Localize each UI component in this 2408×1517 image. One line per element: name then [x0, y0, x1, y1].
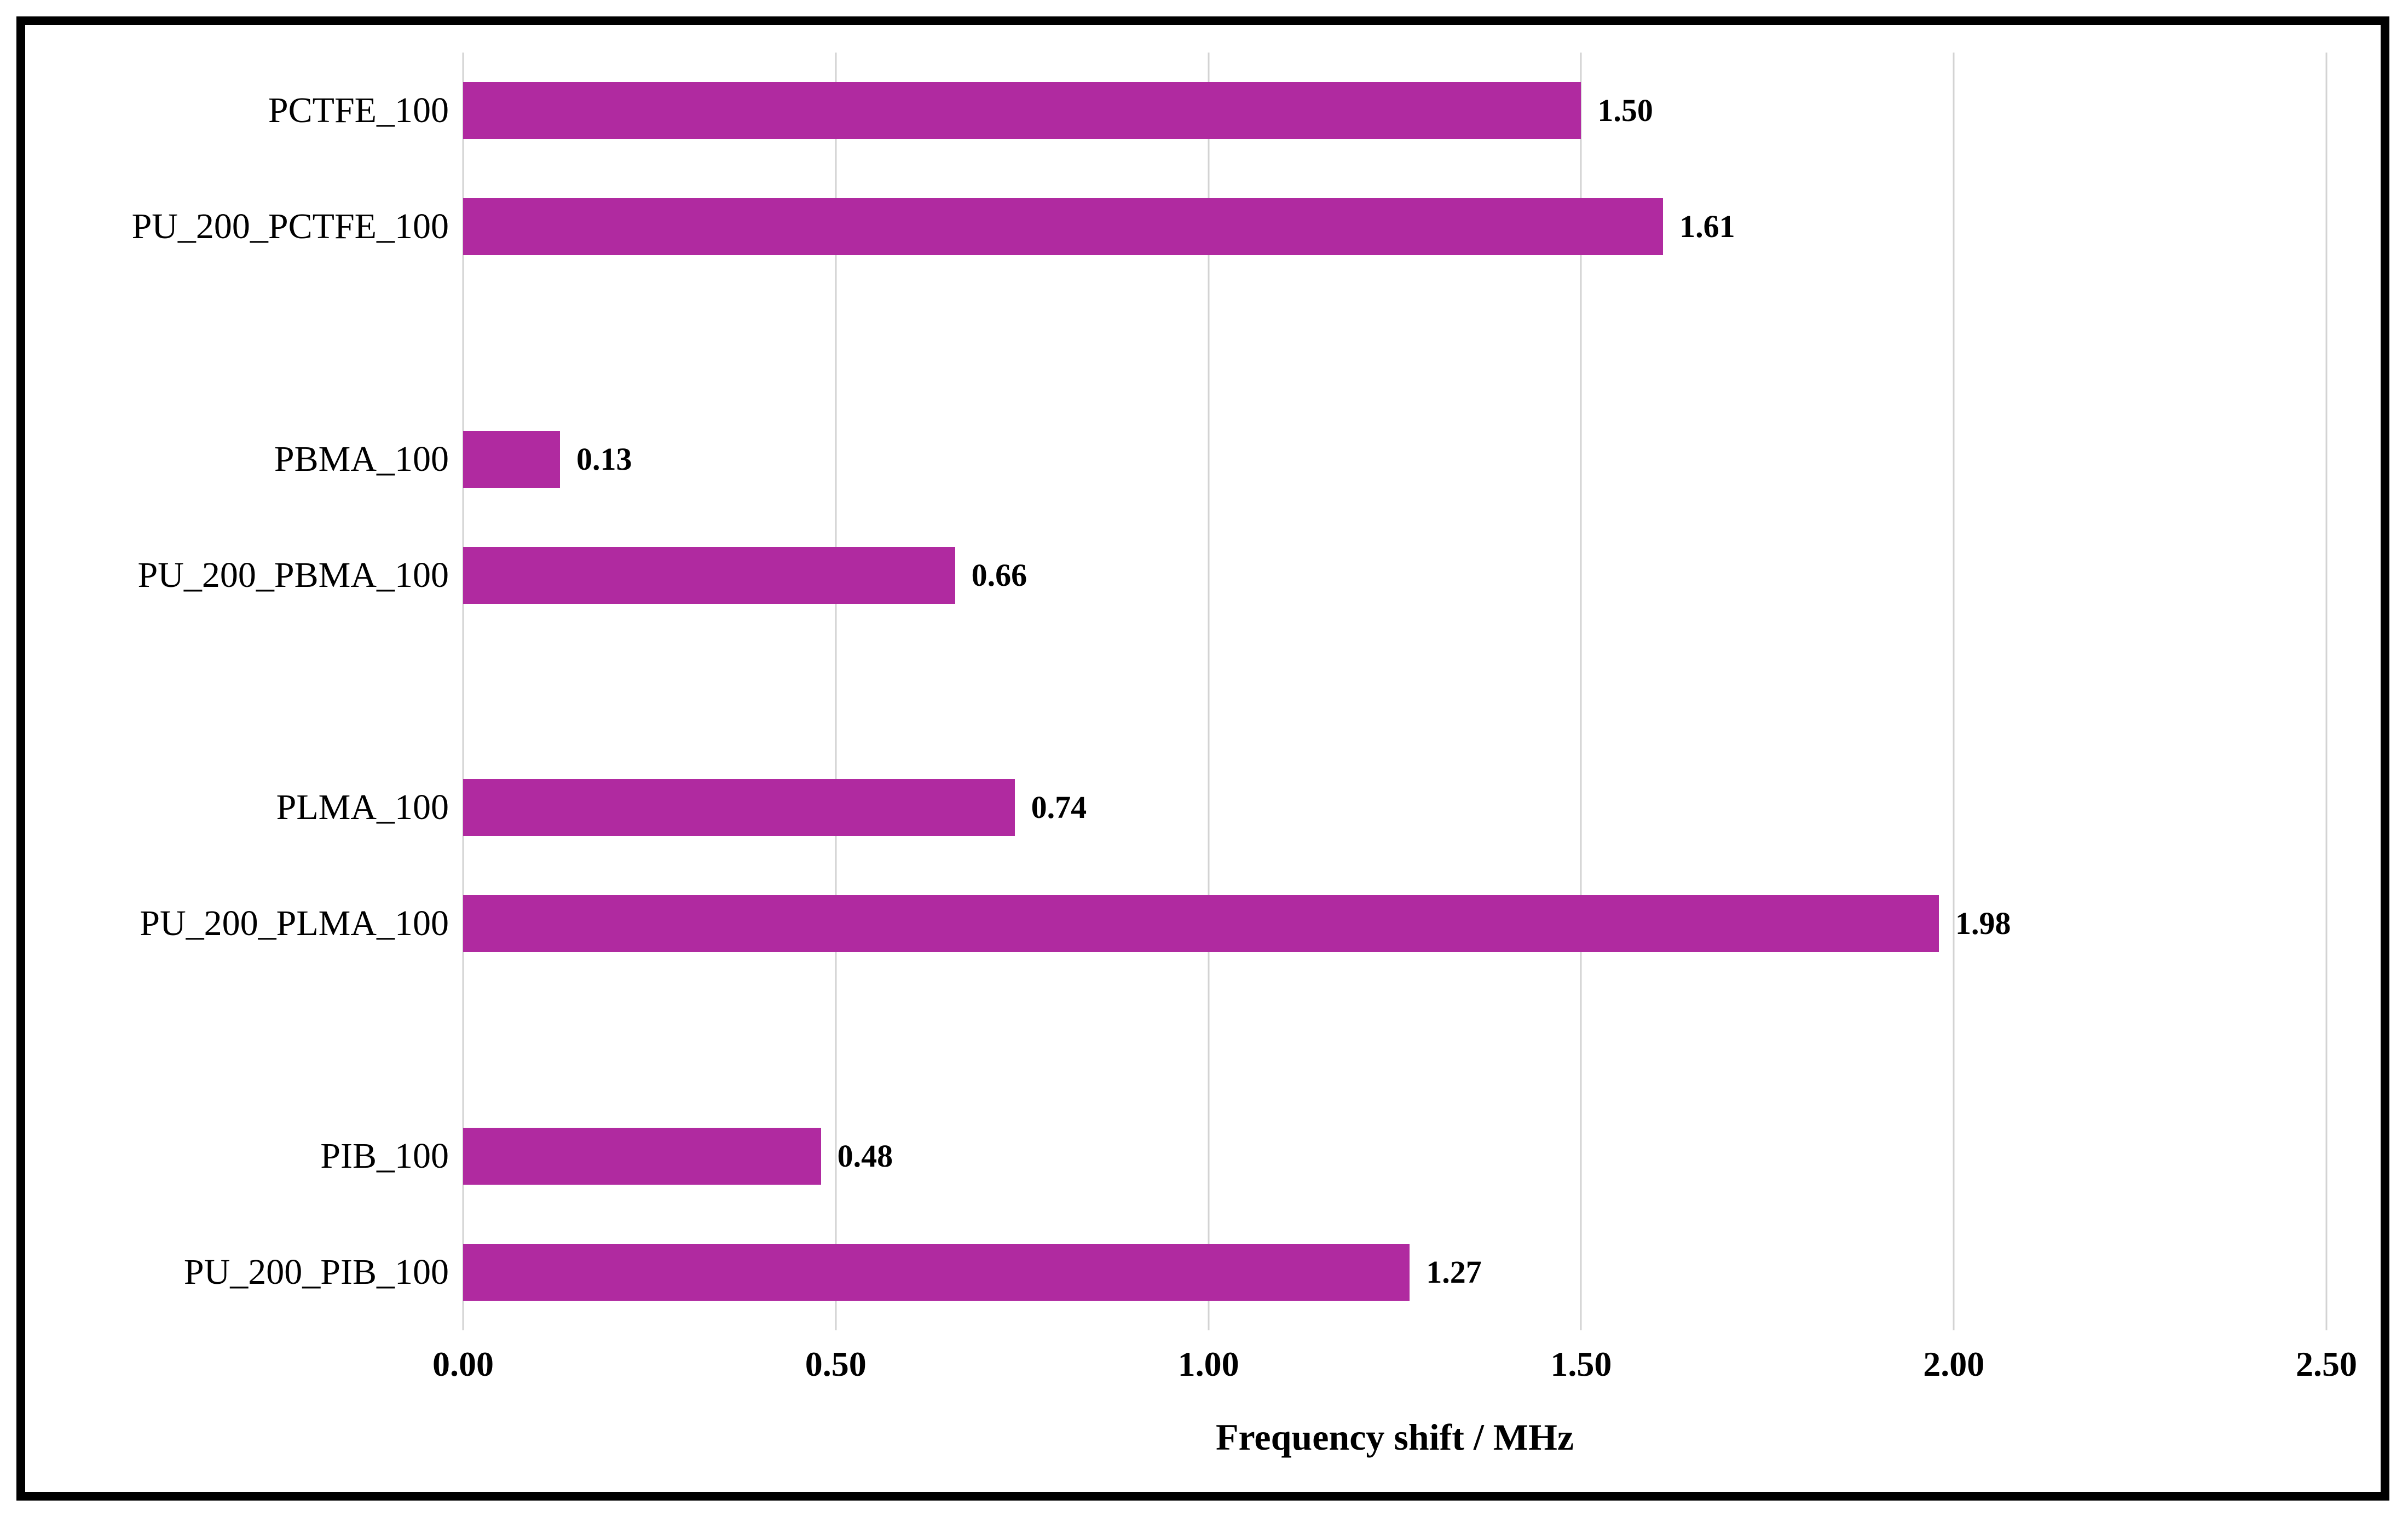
x-tick-label: 2.00 [1923, 1345, 1985, 1383]
bar-row [463, 633, 2326, 749]
gridline [1580, 53, 1582, 1330]
category-label-slot: PU_200_PBMA_100 [49, 517, 463, 633]
category-label-slot: PIB_100 [49, 1098, 463, 1214]
bar-value-label: 0.48 [837, 1138, 893, 1174]
bar [463, 82, 1581, 140]
bar [463, 430, 560, 488]
bar-value-label: 0.66 [971, 557, 1027, 593]
bar [463, 198, 1664, 256]
bar-row: 1.98 [463, 866, 2326, 982]
category-label: PU_200_PCTFE_100 [131, 206, 449, 247]
x-axis-ticks: 0.00 0.50 1.00 1.50 2.00 2.50 [432, 1345, 2357, 1399]
bar [463, 779, 1015, 837]
bar-row: 0.13 [463, 401, 2326, 517]
x-tick-label: 0.50 [805, 1345, 867, 1383]
plot-area: 1.50 1.61 0.13 0.66 0.74 1.98 0.48 1.27 [462, 53, 2328, 1330]
bar [463, 1127, 821, 1185]
category-label: PCTFE_100 [268, 90, 449, 131]
category-label: PU_200_PBMA_100 [137, 555, 449, 595]
category-label-slot [49, 982, 463, 1098]
bar [463, 546, 955, 604]
bar-row: 1.27 [463, 1214, 2326, 1330]
x-tick-label: 0.00 [432, 1345, 494, 1383]
bar-row: 0.48 [463, 1098, 2326, 1214]
x-tick-label: 1.50 [1550, 1345, 1612, 1383]
bar-row: 0.66 [463, 517, 2326, 633]
category-label: PIB_100 [320, 1135, 449, 1176]
category-labels: PCTFE_100 PU_200_PCTFE_100 PBMA_100 PU_200_… [49, 53, 463, 1330]
gridline [2325, 53, 2328, 1330]
bar-row: 1.50 [463, 53, 2326, 169]
bar-value-label: 1.27 [1426, 1254, 1482, 1290]
category-label-slot: PU_200_PCTFE_100 [49, 169, 463, 285]
category-label: PU_200_PIB_100 [183, 1251, 449, 1292]
bar-value-label: 1.61 [1679, 209, 1735, 245]
bar-row [463, 285, 2326, 401]
gridline [1953, 53, 1955, 1330]
bar-rows: 1.50 1.61 0.13 0.66 0.74 1.98 0.48 1.27 [463, 53, 2326, 1330]
gridline [462, 53, 464, 1330]
bar-row: 1.61 [463, 169, 2326, 285]
bar-value-label: 0.13 [576, 441, 632, 477]
category-label: PBMA_100 [274, 439, 449, 479]
bar-value-label: 0.74 [1031, 789, 1087, 826]
category-label: PU_200_PLMA_100 [140, 903, 449, 944]
gridline [1208, 53, 1210, 1330]
bar [463, 895, 1939, 953]
category-label-slot: PBMA_100 [49, 401, 463, 517]
category-label-slot: PU_200_PIB_100 [49, 1214, 463, 1330]
category-label-slot: PU_200_PLMA_100 [49, 866, 463, 982]
category-label-slot [49, 285, 463, 401]
category-label: PLMA_100 [276, 787, 449, 828]
category-label-slot: PLMA_100 [49, 749, 463, 866]
bar-row: 0.74 [463, 749, 2326, 866]
category-label-slot [49, 633, 463, 749]
x-axis-title: Frequency shift / MHz [1215, 1416, 1574, 1458]
bar-row [463, 982, 2326, 1098]
x-tick-label: 1.00 [1177, 1345, 1239, 1383]
bar-value-label: 1.98 [1955, 905, 2011, 942]
bar [463, 1243, 1410, 1301]
category-label-slot: PCTFE_100 [49, 53, 463, 169]
x-tick-label: 2.50 [2296, 1345, 2357, 1383]
gridline [835, 53, 837, 1330]
bar-value-label: 1.50 [1597, 93, 1653, 129]
